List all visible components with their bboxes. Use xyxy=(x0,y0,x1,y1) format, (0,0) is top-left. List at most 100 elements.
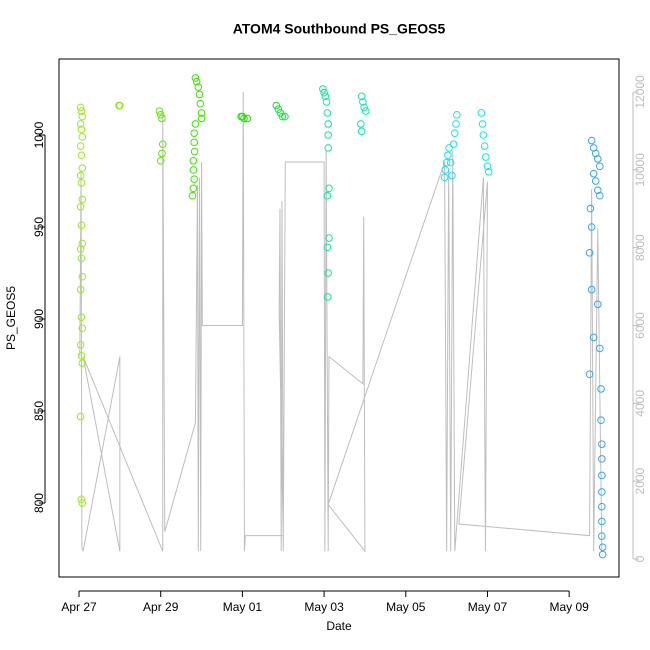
point xyxy=(444,151,452,160)
point xyxy=(76,120,85,128)
point xyxy=(325,184,333,193)
point xyxy=(589,333,598,342)
point xyxy=(325,234,333,242)
point xyxy=(188,191,197,200)
point xyxy=(593,155,602,163)
point xyxy=(78,112,87,121)
point xyxy=(596,191,604,200)
point xyxy=(598,532,606,540)
y2-tick-label: 10000 xyxy=(633,153,647,187)
point xyxy=(480,142,489,150)
point xyxy=(190,147,199,156)
point xyxy=(158,114,166,123)
point xyxy=(596,162,604,171)
point xyxy=(442,158,451,167)
point xyxy=(189,184,198,193)
point xyxy=(324,120,332,128)
point xyxy=(483,162,492,171)
point xyxy=(586,204,595,213)
point xyxy=(278,112,287,121)
point xyxy=(587,223,596,231)
point xyxy=(77,495,86,504)
point xyxy=(78,164,87,172)
point xyxy=(440,173,449,182)
altitude-line xyxy=(79,91,603,553)
point xyxy=(77,125,86,134)
point xyxy=(190,175,199,183)
point xyxy=(78,272,87,281)
y2-tick-label: 8000 xyxy=(633,234,647,261)
point xyxy=(156,156,165,165)
y2-tick-label: 2000 xyxy=(633,468,647,495)
point xyxy=(116,101,124,110)
x-tick-label: May 01 xyxy=(223,600,263,614)
y-tick-label: 900 xyxy=(32,309,46,329)
point xyxy=(76,103,85,112)
point xyxy=(598,517,606,526)
point xyxy=(597,385,605,393)
point xyxy=(585,370,594,379)
point xyxy=(598,488,606,496)
x-axis-label: Date xyxy=(326,619,352,633)
point xyxy=(77,151,86,160)
point xyxy=(323,243,332,252)
point xyxy=(189,166,198,174)
point xyxy=(357,127,366,136)
point xyxy=(76,245,85,253)
point xyxy=(360,103,368,112)
point xyxy=(448,171,456,180)
point xyxy=(192,77,201,86)
point xyxy=(321,92,330,101)
point xyxy=(274,105,283,114)
point xyxy=(478,120,487,128)
point xyxy=(196,99,205,108)
x-tick-label: May 05 xyxy=(386,600,426,614)
point xyxy=(324,269,332,277)
y-tick-label: 1000 xyxy=(32,121,46,148)
point xyxy=(591,177,600,185)
point xyxy=(189,156,198,165)
point xyxy=(191,120,200,128)
point xyxy=(158,140,167,148)
point xyxy=(596,344,604,353)
point xyxy=(281,112,289,121)
x-tick-label: May 03 xyxy=(304,600,344,614)
point xyxy=(240,114,248,123)
point xyxy=(195,90,204,99)
y2-tick-label: 12000 xyxy=(633,75,647,109)
point xyxy=(449,140,458,148)
point xyxy=(477,109,486,117)
point xyxy=(191,74,200,82)
x-tick-label: Apr 29 xyxy=(143,600,179,614)
point xyxy=(78,133,87,141)
point xyxy=(76,171,85,180)
point xyxy=(76,202,85,211)
point xyxy=(77,221,86,229)
point xyxy=(598,502,606,511)
point xyxy=(585,248,594,257)
point xyxy=(589,169,598,178)
point xyxy=(78,324,87,333)
y2-tick-label: 6000 xyxy=(633,312,647,339)
point xyxy=(323,109,332,117)
point xyxy=(323,191,332,200)
point xyxy=(357,92,366,101)
point xyxy=(76,142,85,150)
point xyxy=(78,195,87,204)
point xyxy=(77,107,86,115)
chart-title: ATOM4 Southbound PS_GEOS5 xyxy=(233,21,446,37)
point xyxy=(319,85,327,93)
x-tick-label: May 09 xyxy=(549,600,589,614)
point xyxy=(243,114,252,123)
point xyxy=(78,239,87,248)
point xyxy=(194,83,203,91)
point xyxy=(158,149,166,158)
point xyxy=(197,109,206,117)
point xyxy=(76,340,85,349)
point xyxy=(276,109,285,117)
point xyxy=(359,98,367,106)
point xyxy=(77,254,86,263)
point xyxy=(76,285,85,294)
point xyxy=(272,101,281,110)
